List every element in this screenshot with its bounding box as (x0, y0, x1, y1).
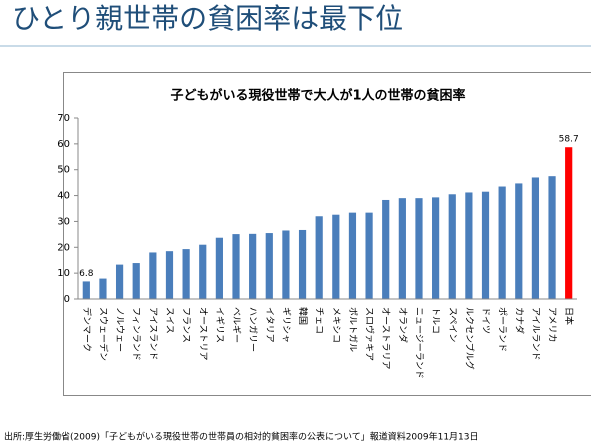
x-tick-label: アイスランド (147, 307, 158, 360)
bar (199, 244, 207, 299)
x-tick-label: イタリア (264, 307, 275, 343)
bar (515, 183, 523, 299)
bar (132, 263, 140, 299)
y-tick-label: 30 (57, 216, 70, 227)
bar (548, 176, 556, 299)
y-tick-label: 60 (57, 139, 70, 150)
bar (365, 212, 373, 299)
x-tick-label: ギリシャ (280, 307, 291, 343)
x-tick-label: トルコ (430, 307, 440, 334)
bar (182, 249, 190, 299)
bar (99, 278, 107, 299)
bar (415, 198, 423, 299)
x-tick-label: オーストリア (197, 307, 208, 361)
y-tick-label: 10 (57, 268, 70, 279)
bar (531, 177, 540, 299)
bar (432, 197, 440, 299)
bar (332, 214, 340, 299)
bar (82, 281, 90, 299)
bar (298, 229, 307, 299)
x-tick-label: フランス (181, 307, 192, 343)
chart-frame (63, 72, 591, 396)
y-tick-label: 0 (64, 294, 70, 305)
bar (348, 212, 357, 299)
x-tick-label: スロヴァキア (364, 307, 376, 361)
x-tick-label: スペイン (447, 307, 457, 342)
x-tick-label: フィンランド (131, 307, 142, 361)
bar (249, 233, 257, 299)
y-tick-label: 70 (57, 113, 70, 124)
bar (448, 194, 456, 299)
x-tick-label: アイルランド (530, 307, 541, 361)
x-tick-label: 日本 (563, 307, 575, 325)
x-tick-label: ハンガリー (247, 307, 258, 352)
x-tick-label: カナダ (513, 307, 525, 334)
x-tick-label: オーストラリア (380, 307, 391, 370)
y-tick-label: 50 (57, 165, 70, 176)
x-tick-label: ポルトガル (347, 307, 358, 352)
x-tick-label: ドイツ (480, 307, 490, 334)
x-tick-label: ルクセンブルグ (463, 307, 475, 370)
x-tick-label: ベルギー (231, 307, 242, 343)
y-tick-label: 40 (57, 191, 70, 202)
x-tick-label: チェコ (314, 307, 325, 334)
bar (481, 191, 490, 299)
x-tick-label: デンマーク (81, 307, 93, 352)
bar (565, 147, 573, 299)
x-tick-label: ノルウェー (114, 307, 125, 352)
bar (465, 192, 473, 299)
source-note: 出所:厚生労働省(2009)「子どもがいる現役世帯の世帯員の相対的貧困率の公表に… (4, 431, 479, 443)
slide-title: ひとり親世帯の貧困率は最下位 (12, 2, 403, 35)
x-tick-label: メキシコ (330, 307, 340, 343)
y-tick-label: 20 (57, 242, 70, 253)
bar (282, 230, 290, 299)
value-label: 58.7 (559, 135, 579, 145)
bar (232, 234, 240, 299)
bar (215, 237, 223, 299)
x-tick-label: スウェーデン (97, 307, 109, 361)
bar (315, 216, 323, 299)
bar (115, 264, 124, 299)
x-tick-label: オランダ (397, 307, 409, 343)
chart-title: 子どもがいる現役世帯で大人が1人の世帯の貧困率 (170, 88, 465, 104)
bar (149, 252, 157, 299)
value-label: 6.8 (79, 269, 94, 279)
x-tick-label: スイス (164, 307, 174, 334)
bar (265, 233, 273, 299)
x-tick-label: 韓国 (297, 307, 308, 325)
x-tick-label: イギリス (214, 307, 225, 343)
bar (498, 186, 506, 299)
bar (165, 251, 174, 299)
bar (398, 198, 406, 299)
x-tick-label: ポーランド (497, 307, 508, 352)
x-tick-label: アメリカ (547, 307, 558, 343)
x-tick-label: ニュージーランド (413, 307, 424, 379)
bar (382, 199, 390, 299)
